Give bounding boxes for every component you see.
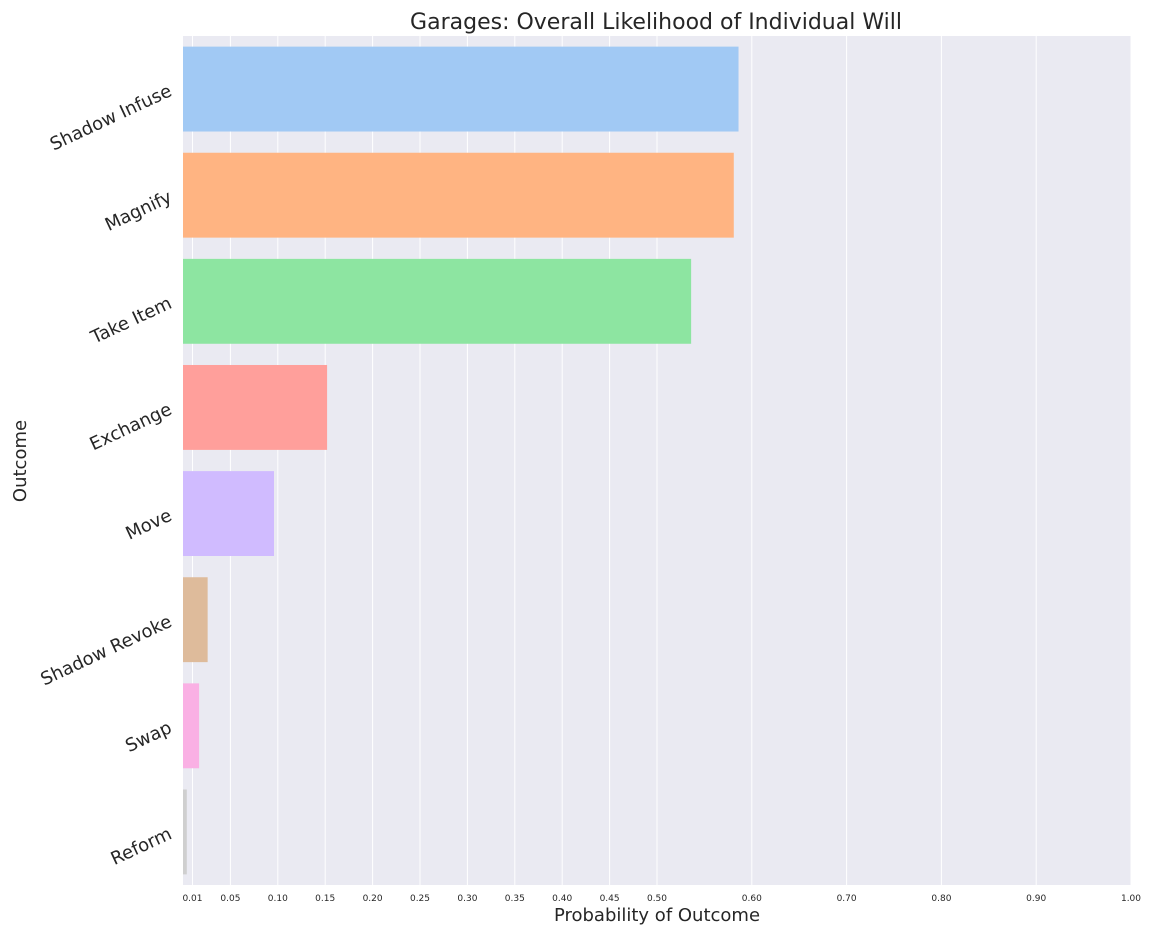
x-tick-label: 0.70	[837, 894, 857, 904]
x-tick-label: 0.15	[315, 894, 335, 904]
x-tick-label: 0.25	[410, 894, 430, 904]
category-label: Magnify	[102, 187, 176, 236]
x-tick-label: 0.45	[600, 894, 620, 904]
x-tick-label: 0.01	[182, 894, 202, 904]
x-tick-label: 1.00	[1121, 894, 1141, 904]
x-tick-label: 0.90	[1026, 894, 1046, 904]
x-tick-label: 0.30	[457, 894, 477, 904]
x-tick-label: 0.20	[363, 894, 383, 904]
x-tick-label: 0.50	[647, 894, 667, 904]
bar	[183, 364, 328, 450]
bar	[183, 152, 734, 238]
x-tick-label: 0.80	[931, 894, 951, 904]
x-tick-label: 0.60	[742, 894, 762, 904]
bar	[183, 471, 275, 557]
x-tick-label: 0.10	[268, 894, 288, 904]
x-tick-label: 0.40	[552, 894, 572, 904]
category-label: Swap	[122, 717, 175, 757]
category-label: Take Item	[87, 293, 175, 349]
category-label: Move	[122, 505, 175, 544]
category-label: Shadow Revoke	[37, 611, 175, 690]
bars	[183, 46, 739, 875]
x-axis-label: Probability of Outcome	[554, 905, 760, 926]
bar	[183, 683, 200, 769]
category-label: Reform	[108, 823, 176, 869]
bar	[183, 46, 739, 132]
bar	[183, 577, 208, 663]
category-labels: Shadow Infuse Magnify Take Item Exchange Mov…	[37, 81, 175, 870]
chart-title: Garages: Overall Likelihood of Individua…	[410, 10, 902, 35]
bar	[183, 789, 187, 875]
category-label: Shadow Infuse	[47, 81, 175, 156]
x-tick-label: 0.05	[220, 894, 240, 904]
category-label: Exchange	[87, 399, 176, 455]
x-tick-label: 0.35	[505, 894, 525, 904]
y-axis-label: Outcome	[10, 420, 31, 502]
bar	[183, 258, 692, 344]
x-tick-labels: 0.01 0.05 0.10 0.15 0.20 0.25 0.30 0.35 0.40 0.45…	[182, 894, 1141, 904]
